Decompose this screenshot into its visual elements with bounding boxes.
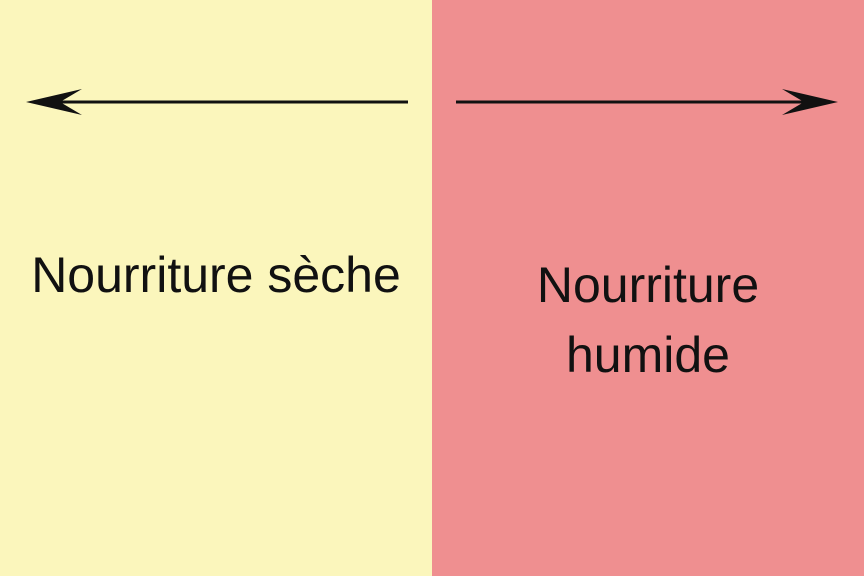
right-arrow-icon xyxy=(456,89,838,115)
wet-food-label: Nourriture humide xyxy=(536,257,760,383)
wet-food-panel xyxy=(432,0,864,576)
dry-food-panel xyxy=(0,0,432,576)
left-arrow-icon xyxy=(26,89,408,115)
dry-food-label: Nourriture sèche xyxy=(31,247,401,303)
